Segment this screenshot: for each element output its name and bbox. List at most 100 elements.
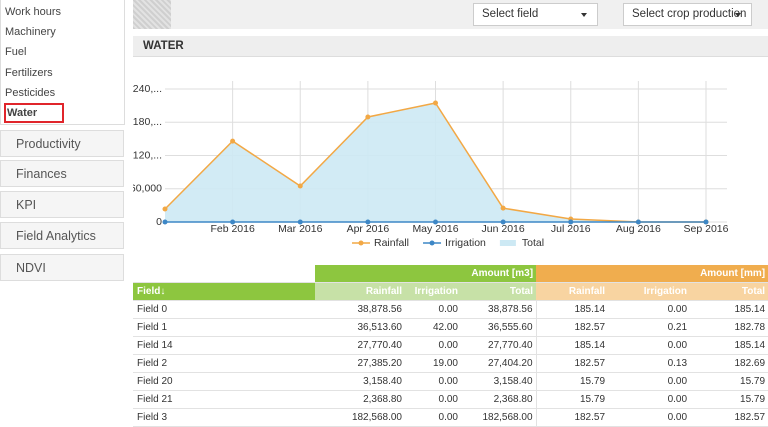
table-cell: 182.57: [690, 408, 768, 427]
table-cell: 0.00: [405, 408, 461, 427]
table-row: Field 21 2,368.80 0.00 2,368.80 15.79 0.00 15.…: [133, 390, 768, 409]
table-cell: 185.14: [690, 336, 768, 355]
point: [162, 206, 168, 212]
x-tick-label: May 2016: [412, 223, 458, 235]
select-label: Select field: [482, 8, 539, 20]
table-cell: 182.78: [690, 318, 768, 337]
table-cell: 0.00: [405, 336, 461, 355]
column-header: Field↓: [133, 282, 315, 301]
column-header: Total: [690, 282, 768, 301]
table-cell: Field 1: [133, 318, 315, 337]
y-tick-label: 180,...: [133, 116, 162, 128]
point: [297, 183, 303, 189]
nav-button[interactable]: Productivity: [0, 130, 124, 157]
table-cell: Field 21: [133, 390, 315, 409]
y-tick-label: 60,000: [133, 183, 162, 195]
table-cell: 38,878.56: [461, 300, 537, 319]
table-cell: Field 20: [133, 372, 315, 391]
column-header: Rainfall: [536, 282, 609, 301]
legend-swatch: [499, 240, 516, 246]
table-cell: 2,368.80: [461, 390, 537, 409]
y-tick-label: 240,...: [133, 83, 162, 95]
point: [433, 100, 438, 106]
nav-button[interactable]: Finances: [0, 160, 124, 187]
point: [297, 219, 303, 225]
table-cell: 0.00: [608, 390, 691, 409]
menu-item[interactable]: Machinery: [5, 26, 56, 38]
field-select[interactable]: Select field: [473, 3, 598, 26]
table-cell: 2,368.80: [315, 390, 405, 409]
nav-button[interactable]: NDVI: [0, 254, 124, 281]
menu-item[interactable]: Fuel: [5, 46, 27, 58]
header-empty: [133, 265, 315, 283]
table-cell: 15.79: [690, 372, 768, 391]
table-cell: 15.79: [536, 390, 609, 409]
table-cell: 27,385.20: [315, 354, 405, 373]
legend-dot: [429, 240, 435, 246]
point: [703, 219, 709, 225]
table-cell: 182,568.00: [315, 408, 405, 427]
legend-label: Irrigation: [445, 237, 486, 249]
x-tick-label: Mar 2016: [278, 223, 323, 235]
table-cell: Field 2: [133, 354, 315, 373]
select-label: Select crop production: [632, 8, 747, 20]
table-row: Field 3 182,568.00 0.00 182,568.00 182.57 0.0…: [133, 408, 768, 427]
point: [433, 219, 438, 225]
table-cell: 3,158.40: [461, 372, 537, 391]
x-tick-label: Apr 2016: [347, 223, 390, 235]
nav-button[interactable]: KPI: [0, 191, 124, 218]
table-cell: 185.14: [536, 300, 609, 319]
table-cell: 3,158.40: [315, 372, 405, 391]
menu-item[interactable]: Work hours: [5, 6, 62, 18]
table-cell: 27,770.40: [461, 336, 537, 355]
x-tick-label: Feb 2016: [210, 223, 255, 235]
y-tick-label: 120,...: [133, 149, 162, 161]
table-cell: 15.79: [536, 372, 609, 391]
logo-placeholder: [133, 0, 171, 29]
table-cell: Field 0: [133, 300, 315, 319]
table-cell: 0.00: [405, 390, 461, 409]
menu-item[interactable]: Pesticides: [5, 87, 56, 99]
table-cell: 182.57: [536, 354, 609, 373]
column-header: Total: [461, 282, 537, 301]
table-cell: 185.14: [536, 336, 609, 355]
x-tick-label: Jul 2016: [551, 223, 591, 235]
table-cell: 0.00: [405, 300, 461, 319]
point: [230, 138, 236, 144]
point: [365, 114, 371, 120]
table-row: Field 0 38,878.56 0.00 38,878.56 185.14 0.00 1…: [133, 300, 768, 319]
table-cell: 185.14: [690, 300, 768, 319]
table-cell: 15.79: [690, 390, 768, 409]
table-row: Field 20 3,158.40 0.00 3,158.40 15.79 0.00 15.…: [133, 372, 768, 391]
table-row: Field 2 27,385.20 19.00 27,404.20 182.57 0.13…: [133, 354, 768, 373]
table-cell: Field 14: [133, 336, 315, 355]
table-cell: 0.00: [405, 372, 461, 391]
column-header: Irrigation: [608, 282, 691, 301]
menu-item-active[interactable]: Water: [4, 103, 64, 123]
point: [500, 205, 506, 211]
table-cell: 182.57: [536, 408, 609, 427]
table-cell: 38,878.56: [315, 300, 405, 319]
point: [162, 219, 168, 225]
nav-button[interactable]: Field Analytics: [0, 222, 124, 249]
point: [230, 219, 236, 225]
table-row: Field 14 27,770.40 0.00 27,770.40 185.14 0.00…: [133, 336, 768, 355]
table-cell: 0.00: [608, 300, 691, 319]
dropdown-arrow: [581, 13, 587, 17]
header-group-row: Amount [m3] Amount [mm]: [133, 265, 768, 283]
point: [568, 219, 574, 225]
x-tick-label: Sep 2016: [684, 223, 729, 235]
dropdown-arrow: [735, 13, 741, 17]
point: [500, 219, 506, 225]
crop-select[interactable]: Select crop production: [623, 3, 752, 26]
legend-dot: [358, 240, 364, 246]
header-group: Amount [mm]: [536, 265, 768, 283]
column-header: Rainfall: [315, 282, 405, 301]
table-cell: 0.00: [608, 336, 691, 355]
table-cell: 0.00: [608, 408, 691, 427]
table-cell: 19.00: [405, 354, 461, 373]
menu-item[interactable]: Fertilizers: [5, 67, 53, 79]
table-cell: 0.00: [608, 372, 691, 391]
legend-label: Rainfall: [374, 237, 409, 249]
